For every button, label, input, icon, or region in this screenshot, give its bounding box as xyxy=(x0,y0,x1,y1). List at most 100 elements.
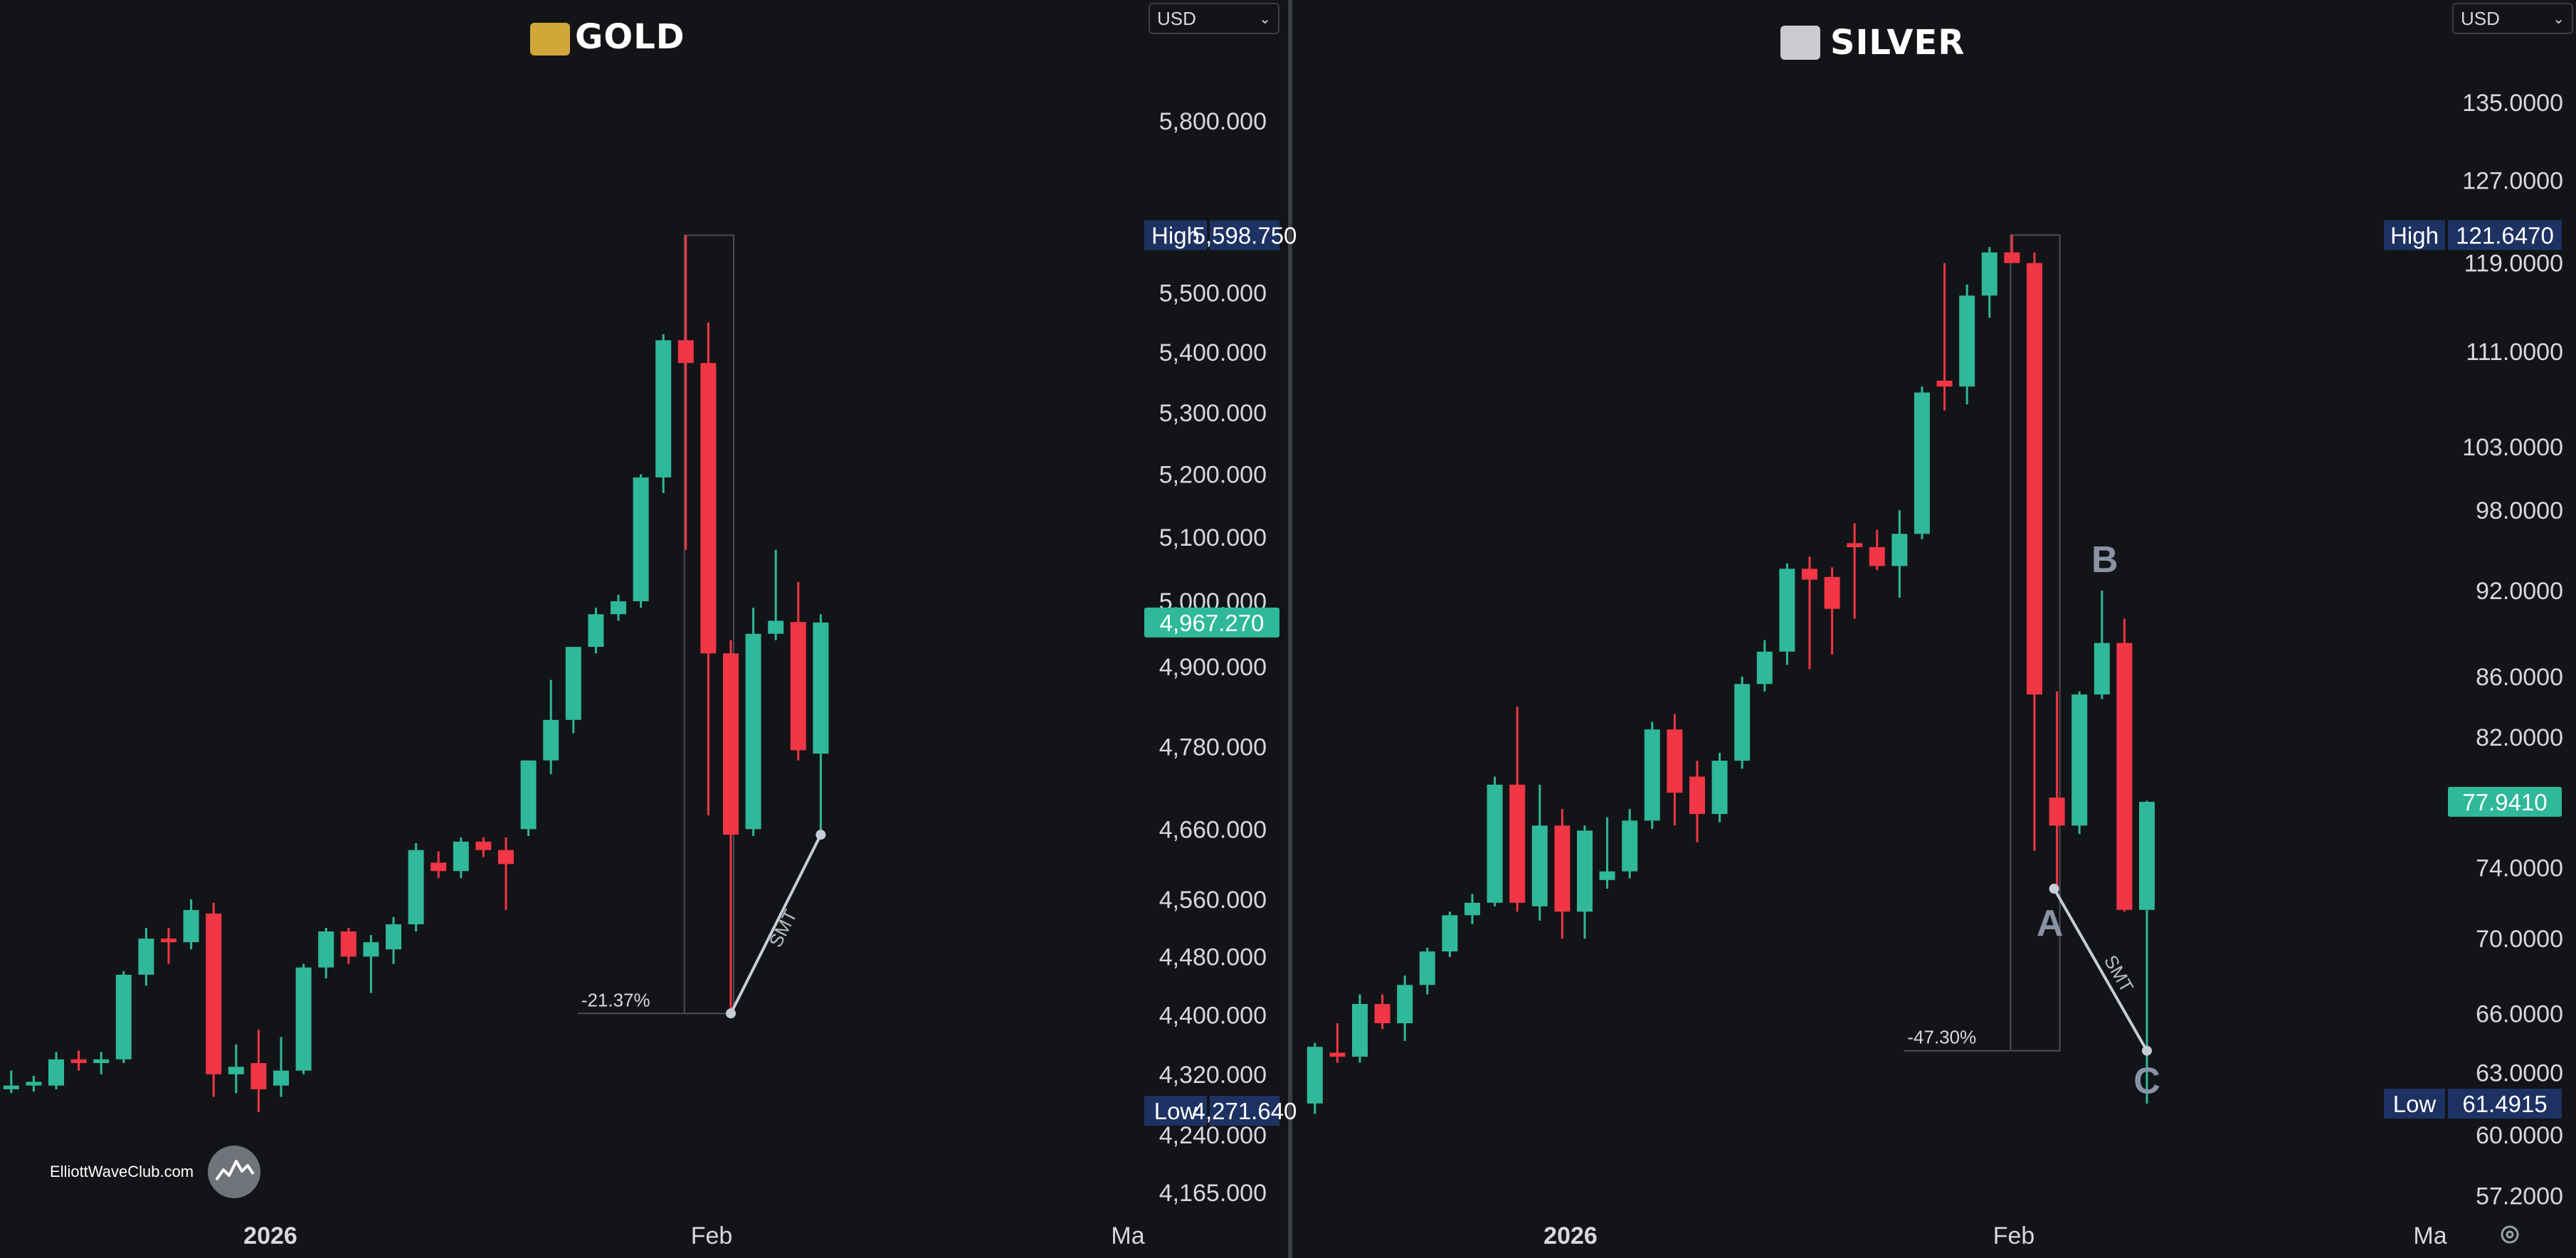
high-price-badge-label: High xyxy=(2390,222,2439,248)
gold-time-axis[interactable]: 2026 Feb Ma xyxy=(243,1222,1145,1249)
silver-bar-icon xyxy=(1780,26,1820,60)
candle xyxy=(768,549,784,640)
candle xyxy=(206,902,222,1097)
panel-divider[interactable] xyxy=(1288,0,1292,1258)
bullish-candle-body xyxy=(745,633,761,830)
candle xyxy=(1554,809,1571,939)
gear-icon[interactable] xyxy=(2498,1222,2522,1247)
bearish-candle-body xyxy=(1374,1003,1390,1024)
gold-bar-icon xyxy=(530,23,570,56)
candle xyxy=(340,928,357,964)
candle xyxy=(1734,676,1751,769)
candle xyxy=(3,1070,19,1094)
silver-price-axis[interactable]: 135.0000 127.0000 119.0000 111.0000 103.0000… xyxy=(2462,90,2563,1210)
bullish-candle-body xyxy=(655,340,672,478)
gold-currency-value: USD xyxy=(1157,7,1196,29)
candle xyxy=(565,647,581,734)
bullish-candle-body xyxy=(138,939,154,975)
smt-divergence-line xyxy=(2052,888,2148,1052)
bullish-candle-body xyxy=(1419,951,1435,985)
price-tick-label: 63.0000 xyxy=(2476,1060,2563,1087)
high-price-badge: High 121.6470 xyxy=(2384,220,2562,250)
bullish-candle-body xyxy=(453,841,469,872)
price-tick-label: 4,780.000 xyxy=(1159,734,1267,761)
bullish-candle-body xyxy=(1487,784,1503,903)
price-tick-label: 5,200.000 xyxy=(1159,462,1267,489)
candle xyxy=(520,760,537,837)
smt-divergence-line xyxy=(729,834,823,1015)
price-tick-label: 135.0000 xyxy=(2462,90,2563,117)
low-price-badge-value: 61.4915 xyxy=(2462,1091,2547,1117)
candle xyxy=(70,1050,87,1071)
price-tick-label: 57.2000 xyxy=(2476,1183,2563,1210)
bullish-candle-body xyxy=(1307,1047,1323,1104)
price-tick-label: 5,800.000 xyxy=(1159,108,1267,135)
bullish-candle-body xyxy=(1914,392,1930,534)
candle xyxy=(677,235,694,550)
smt-label: SMT xyxy=(764,906,801,951)
price-tick-label: 4,320.000 xyxy=(1159,1062,1267,1089)
bullish-candle-body xyxy=(1644,729,1660,821)
bearish-candle-body xyxy=(1689,776,1705,814)
low-price-badge-label-bg xyxy=(2384,1089,2445,1119)
gold-title-text: GOLD xyxy=(575,17,685,57)
last-price-value: 77.9410 xyxy=(2462,789,2547,815)
elliott-wave-logo-icon xyxy=(208,1146,261,1198)
gold-currency-select[interactable]: USD ⌄ xyxy=(1149,3,1279,34)
candle xyxy=(1397,976,1413,1041)
candle xyxy=(26,1075,42,1092)
candle xyxy=(183,899,199,950)
bullish-candle-body xyxy=(813,622,829,754)
candle xyxy=(1442,911,1458,957)
bullish-candle-body xyxy=(363,942,379,957)
bullish-candle-body xyxy=(633,477,649,601)
bullish-candle-body xyxy=(183,909,199,943)
high-price-badge-value: 121.6470 xyxy=(2456,222,2554,248)
time-tick-label: 2026 xyxy=(243,1222,297,1249)
bullish-candle-body xyxy=(1352,1003,1368,1057)
bullish-candle-body xyxy=(93,1059,110,1064)
low-price-badge-label: Low xyxy=(1154,1098,1198,1124)
candle xyxy=(1891,510,1908,598)
gold-price-axis[interactable]: 5,800.000 5,500.000 5,400.000 5,300.000 5,20… xyxy=(1159,108,1267,1207)
bullish-candle-body xyxy=(1397,985,1413,1024)
candle xyxy=(2027,252,2042,851)
candle xyxy=(700,322,717,815)
price-tick-label: 60.0000 xyxy=(2476,1122,2563,1149)
bearish-candle-body xyxy=(206,913,222,1074)
silver-time-axis[interactable]: 2026 Feb Ma xyxy=(1543,1222,2447,1249)
bullish-candle-body xyxy=(2071,694,2088,826)
candle xyxy=(1374,994,1390,1030)
price-tick-label: 92.0000 xyxy=(2476,578,2563,605)
candle xyxy=(386,916,401,964)
bearish-candle-body xyxy=(1847,543,1863,547)
candle xyxy=(611,594,626,621)
candle xyxy=(1802,556,1817,670)
price-tick-label: 4,560.000 xyxy=(1159,887,1267,914)
price-tick-label: 5,100.000 xyxy=(1159,524,1267,551)
price-tick-label: 82.0000 xyxy=(2476,724,2563,751)
candle xyxy=(498,837,514,910)
silver-currency-select[interactable]: USD ⌄ xyxy=(2452,3,2573,34)
bearish-candle-body xyxy=(1509,784,1526,903)
high-price-badge-value-bg xyxy=(2448,220,2562,250)
bearish-candle-body xyxy=(1329,1052,1346,1057)
bearish-candle-body xyxy=(498,850,514,865)
last-price-badge-bg xyxy=(1144,607,1279,638)
candle xyxy=(1779,563,1795,665)
low-price-badge: Low 61.4915 xyxy=(2384,1089,2562,1119)
silver-price-badges: High 121.6470 Low 61.4915 77.9410 xyxy=(2384,220,2562,1119)
candle xyxy=(1847,523,1863,619)
candle xyxy=(1981,247,1997,318)
bullish-candle-body xyxy=(48,1059,64,1086)
bullish-candle-body xyxy=(1442,915,1458,952)
price-tick-label: 5,300.000 xyxy=(1159,400,1267,427)
candle xyxy=(1307,1042,1323,1114)
low-price-badge-label: Low xyxy=(2393,1091,2437,1117)
measure-box xyxy=(683,234,734,1015)
candle xyxy=(790,581,806,761)
candle xyxy=(1869,529,1885,571)
bullish-candle-body xyxy=(1959,295,1975,387)
price-tick-label: 103.0000 xyxy=(2462,434,2563,461)
